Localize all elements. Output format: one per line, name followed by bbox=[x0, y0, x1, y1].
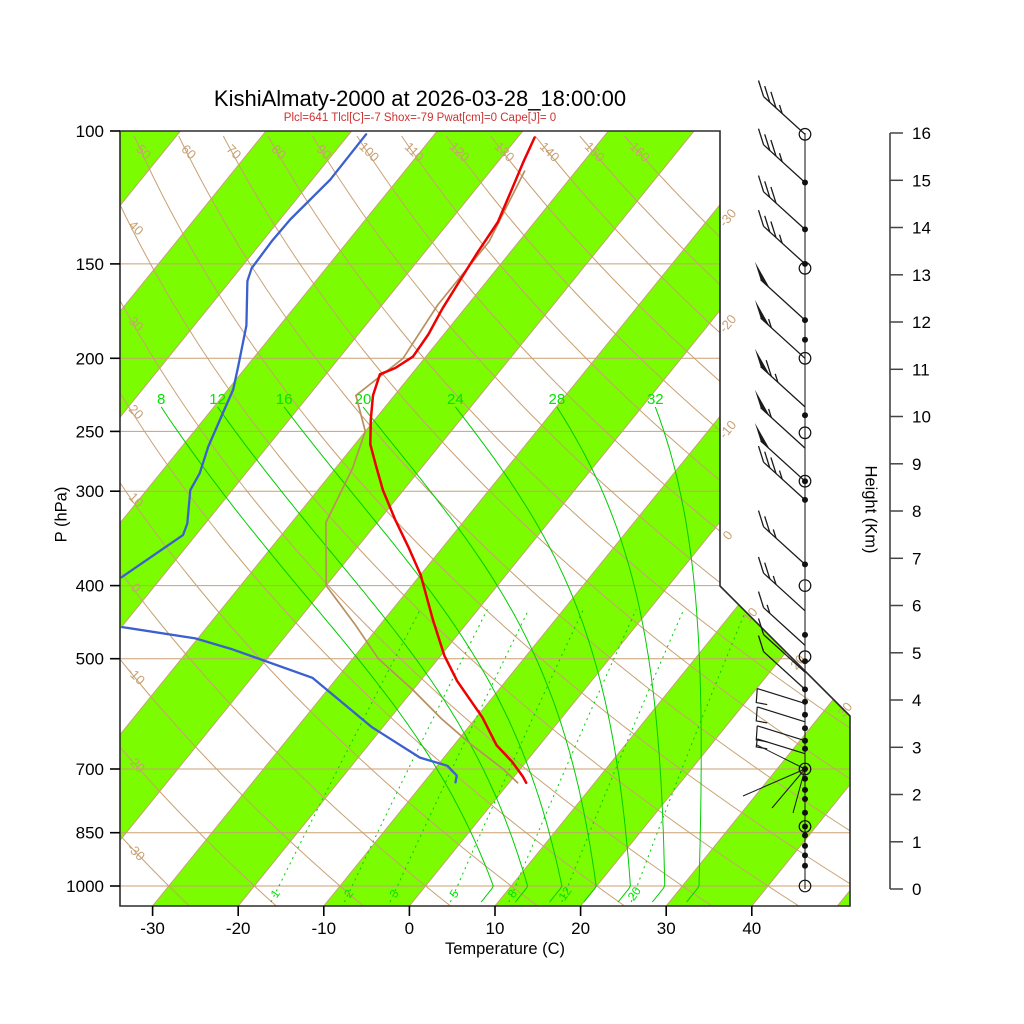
svg-text:9: 9 bbox=[912, 455, 921, 474]
moist-adiabat-labels: 8 12 16 20 24 28 32 bbox=[157, 391, 664, 408]
svg-text:12: 12 bbox=[912, 313, 931, 332]
svg-text:1000: 1000 bbox=[66, 877, 104, 896]
svg-text:20: 20 bbox=[625, 884, 644, 903]
svg-text:-30: -30 bbox=[140, 919, 165, 938]
svg-text:5: 5 bbox=[446, 887, 461, 901]
svg-text:10: 10 bbox=[486, 919, 505, 938]
svg-text:700: 700 bbox=[76, 760, 104, 779]
pressure-axis: 100 150 200 250 300 400 500 700 850 1000 bbox=[66, 122, 120, 896]
svg-text:8: 8 bbox=[912, 502, 921, 521]
svg-text:400: 400 bbox=[76, 577, 104, 596]
plot-border bbox=[119, 130, 851, 907]
svg-text:60: 60 bbox=[178, 141, 199, 162]
chart-subtitle-indices: Plcl=641 Tlcl[C]=-7 Shox=-79 Pwat[cm]=0 … bbox=[283, 112, 557, 124]
svg-text:300: 300 bbox=[76, 482, 104, 501]
temperature-curve bbox=[369, 136, 536, 785]
dewpoint-curve-1 bbox=[121, 625, 458, 784]
svg-text:250: 250 bbox=[76, 422, 104, 441]
svg-text:200: 200 bbox=[76, 349, 104, 368]
temperature-axis: -30 -20 -10 0 10 20 30 40 bbox=[140, 906, 761, 938]
sounding-curves bbox=[120, 133, 536, 785]
svg-text:13: 13 bbox=[912, 266, 931, 285]
svg-text:850: 850 bbox=[76, 824, 104, 843]
svg-text:3: 3 bbox=[912, 738, 921, 757]
svg-text:6: 6 bbox=[912, 597, 921, 616]
svg-text:-10: -10 bbox=[124, 664, 148, 688]
svg-text:70: 70 bbox=[223, 141, 244, 162]
svg-text:0: 0 bbox=[912, 880, 921, 899]
height-axis-title: Height (Km) bbox=[861, 465, 880, 554]
svg-text:5: 5 bbox=[912, 644, 921, 663]
svg-text:32: 32 bbox=[647, 391, 664, 408]
svg-text:0: 0 bbox=[719, 528, 735, 543]
svg-text:12: 12 bbox=[209, 391, 226, 408]
svg-text:30: 30 bbox=[657, 919, 676, 938]
svg-text:2: 2 bbox=[912, 786, 921, 805]
svg-text:40: 40 bbox=[742, 919, 761, 938]
svg-text:20: 20 bbox=[571, 919, 590, 938]
svg-text:100: 100 bbox=[76, 122, 104, 141]
svg-text:28: 28 bbox=[549, 391, 566, 408]
chart-title: KishiAlmaty-2000 at 2026-03-28_18:00:00 bbox=[213, 86, 627, 111]
svg-text:150: 150 bbox=[76, 255, 104, 274]
svg-text:16: 16 bbox=[276, 391, 293, 408]
svg-text:-10: -10 bbox=[312, 919, 337, 938]
dewpoint-curve-0 bbox=[120, 133, 368, 579]
svg-text:4: 4 bbox=[912, 691, 921, 710]
svg-text:10: 10 bbox=[912, 408, 931, 427]
wind-barb-staff bbox=[742, 80, 812, 893]
plot-background bbox=[120, 131, 850, 906]
svg-text:16: 16 bbox=[912, 124, 931, 143]
svg-text:-20: -20 bbox=[226, 919, 251, 938]
x-axis-title: Temperature (C) bbox=[444, 940, 566, 958]
svg-text:7: 7 bbox=[912, 549, 921, 568]
svg-text:11: 11 bbox=[912, 360, 930, 379]
svg-text:14: 14 bbox=[912, 219, 931, 238]
svg-text:1: 1 bbox=[912, 833, 921, 852]
svg-text:24: 24 bbox=[447, 391, 464, 408]
svg-text:0: 0 bbox=[405, 919, 414, 938]
pressure-axis-title: P (hPa) bbox=[52, 486, 71, 543]
parcel-curve bbox=[325, 170, 526, 784]
svg-text:8: 8 bbox=[157, 391, 165, 408]
svg-text:40: 40 bbox=[126, 217, 147, 238]
svg-text:15: 15 bbox=[912, 171, 931, 190]
svg-text:500: 500 bbox=[76, 650, 104, 669]
svg-text:1: 1 bbox=[268, 887, 283, 901]
